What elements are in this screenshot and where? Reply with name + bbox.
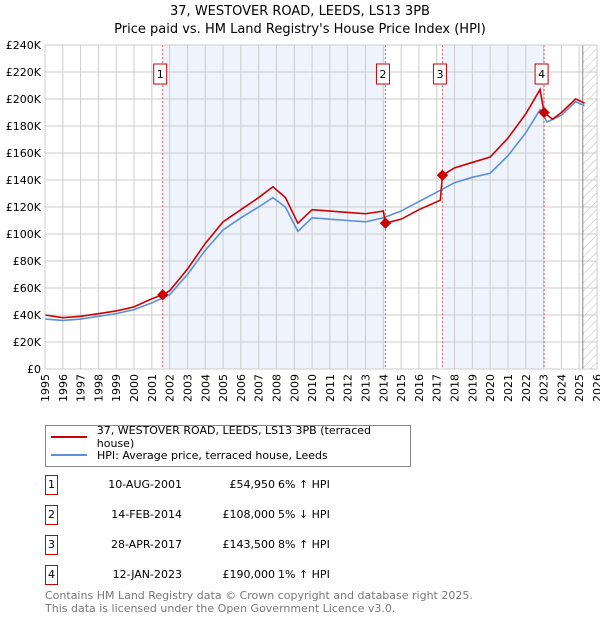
x-tick-label: 2015: [395, 374, 408, 402]
sale-marker-box: [534, 63, 549, 85]
sale-marker-box: [375, 63, 390, 85]
footer-licence: This data is licensed under the Open Gov…: [45, 602, 396, 615]
x-tick-label: 2002: [164, 374, 177, 402]
x-tick-label: 2025: [573, 374, 586, 402]
x-tick-label: 2003: [181, 374, 194, 402]
sale-price: £54,950: [229, 478, 276, 491]
sale-marker-label: 3: [45, 535, 58, 555]
sale-marker-number: 3: [436, 68, 443, 81]
sale-date: 12-JAN-2023: [112, 568, 182, 581]
sale-row: 2 14-FEB-2014 £108,000 5% ↓ HPI: [45, 505, 445, 525]
x-tick-label: 2026: [591, 374, 600, 402]
x-tick-label: 2007: [253, 374, 266, 402]
footer-copyright: Contains HM Land Registry data © Crown c…: [45, 589, 473, 602]
y-tick-label: £120K: [6, 201, 42, 214]
y-tick-label: £0: [27, 363, 41, 376]
x-tick-label: 2016: [413, 374, 426, 402]
y-tick-label: £80K: [13, 255, 42, 268]
sale-row: 3 28-APR-2017 £143,500 8% ↑ HPI: [45, 535, 445, 555]
sale-marker-label: 1: [45, 475, 58, 495]
property-price-line: [44, 87, 585, 319]
x-tick-label: 2013: [360, 374, 373, 402]
y-tick-label: £140K: [6, 174, 42, 187]
plot-frame: [44, 44, 598, 370]
sale-date: 10-AUG-2001: [108, 478, 182, 491]
x-tick-label: 2023: [538, 374, 551, 402]
x-tick-label: 1998: [92, 374, 105, 402]
sale-price: £190,000: [222, 568, 276, 581]
sale-row: 1 10-AUG-2001 £54,950 6% ↑ HPI: [45, 475, 445, 495]
sale-marker-label: 2: [45, 505, 58, 525]
sale-hpi-diff: 1% ↑ HPI: [278, 568, 330, 581]
sale-marker-number: 2: [379, 68, 386, 81]
legend-label-hpi: HPI: Average price, terraced house, Leed…: [97, 448, 328, 462]
legend-label-property: 37, WESTOVER ROAD, LEEDS, LS13 3PB (terr…: [96, 424, 371, 450]
chart-subtitle: Price paid vs. HM Land Registry's House …: [114, 22, 486, 37]
legend: 37, WESTOVER ROAD, LEEDS, LS13 3PB (terr…: [45, 424, 411, 467]
sale-marker-label: 4: [45, 565, 58, 585]
sale-point: [436, 169, 449, 181]
sale-price: £108,000: [222, 508, 276, 521]
x-tick-label: 2014: [377, 374, 390, 402]
legend-swatch-hpi: [51, 454, 87, 456]
y-tick-label: £240K: [6, 39, 42, 52]
x-tick-label: 2020: [484, 374, 497, 402]
sale-marker-box: [153, 63, 168, 85]
x-tick-label: 2006: [235, 374, 248, 402]
x-tick-label: 2011: [324, 374, 337, 402]
x-tick-label: 2000: [128, 374, 141, 402]
y-tick-label: £60K: [13, 282, 42, 295]
x-tick-label: 2010: [306, 374, 319, 402]
y-tick-label: £100K: [6, 228, 42, 241]
hpi-line: [44, 100, 585, 322]
footer: Contains HM Land Registry data © Crown c…: [45, 589, 473, 615]
chart-title: 37, WESTOVER ROAD, LEEDS, LS13 3PB: [170, 4, 430, 19]
x-tick-label: 1999: [110, 374, 123, 402]
x-tick-label: 2018: [449, 374, 462, 402]
x-tick-label: 2008: [270, 374, 283, 402]
x-tick-label: 2001: [146, 374, 159, 402]
y-tick-label: £200K: [6, 93, 42, 106]
x-tick-label: 2012: [342, 374, 355, 402]
sale-price: £143,500: [222, 538, 276, 551]
sale-hpi-diff: 8% ↑ HPI: [278, 538, 330, 551]
y-tick-label: £20K: [13, 336, 42, 349]
x-tick-label: 2024: [555, 374, 568, 402]
y-tick-label: £40K: [13, 309, 42, 322]
y-tick-label: £160K: [6, 147, 42, 160]
x-tick-label: 2017: [431, 374, 444, 402]
x-tick-label: 2022: [520, 374, 533, 402]
sale-point: [379, 217, 392, 229]
sale-hpi-diff: 6% ↑ HPI: [278, 478, 330, 491]
x-tick-label: 1995: [39, 374, 52, 402]
sale-marker-box: [432, 63, 447, 85]
y-tick-label: £220K: [6, 66, 42, 79]
sale-point: [157, 289, 169, 301]
x-tick-label: 2019: [466, 374, 479, 402]
y-tick-label: £180K: [6, 120, 42, 133]
x-tick-label: 2004: [199, 374, 212, 402]
sale-marker-number: 1: [157, 68, 164, 81]
sale-date: 14-FEB-2014: [111, 508, 182, 521]
x-tick-label: 2021: [502, 374, 515, 402]
price-chart: 1995 1996 1997 1998 1999 2000 2001 2002 2003 2004…: [6, 39, 600, 402]
sale-marker-number: 4: [538, 68, 545, 81]
legend-swatch-property: [51, 436, 87, 438]
x-tick-label: 2005: [217, 374, 230, 402]
x-tick-label: 1996: [57, 374, 70, 402]
x-tick-label: 1997: [75, 374, 88, 402]
x-tick-label: 2009: [288, 374, 301, 402]
sale-hpi-diff: 5% ↓ HPI: [278, 508, 330, 521]
sale-date: 28-APR-2017: [110, 538, 182, 551]
sale-row: 4 12-JAN-2023 £190,000 1% ↑ HPI: [45, 565, 445, 585]
